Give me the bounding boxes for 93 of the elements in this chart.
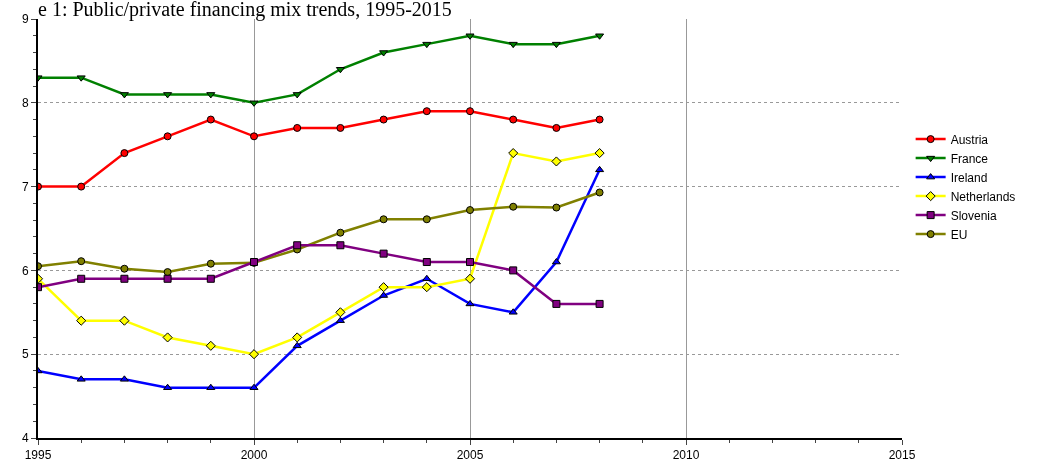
point — [336, 241, 345, 250]
point — [119, 315, 130, 326]
point — [292, 332, 303, 343]
point — [595, 299, 604, 308]
point — [336, 228, 345, 237]
point — [551, 258, 561, 265]
point — [552, 299, 561, 308]
point — [551, 41, 561, 49]
point — [206, 92, 216, 99]
point — [163, 92, 173, 99]
point — [292, 92, 302, 99]
point — [509, 266, 518, 275]
point — [76, 375, 86, 382]
point — [77, 257, 86, 266]
y-tick-label: 8 — [21, 96, 29, 110]
point — [379, 50, 389, 57]
point — [379, 215, 388, 224]
point — [293, 241, 302, 250]
point — [163, 268, 172, 277]
point — [292, 341, 302, 349]
point — [422, 258, 431, 267]
point — [421, 282, 432, 293]
point — [466, 107, 474, 116]
point — [509, 115, 518, 124]
point — [466, 258, 474, 267]
point — [552, 123, 561, 132]
point — [120, 274, 129, 283]
point — [379, 291, 389, 298]
point — [163, 274, 172, 283]
point — [249, 383, 259, 390]
point — [335, 316, 345, 323]
point — [77, 182, 86, 191]
point — [594, 148, 605, 159]
legend-label: EU — [950, 227, 968, 242]
point — [163, 132, 172, 141]
point — [508, 148, 519, 159]
point — [206, 115, 215, 124]
point — [551, 156, 562, 167]
point — [335, 67, 345, 74]
x-tick-label: 2005 — [456, 448, 484, 463]
point — [249, 100, 259, 107]
y-tick-label: 6 — [21, 263, 29, 278]
point — [76, 75, 86, 82]
legend-label: France — [950, 151, 989, 166]
y-tick-label: 4 — [21, 431, 29, 446]
point — [379, 249, 388, 258]
point — [293, 123, 302, 132]
point — [205, 340, 216, 351]
point — [206, 274, 215, 283]
legend-label: Ireland — [950, 170, 988, 185]
point — [552, 203, 561, 212]
chart-title: e 1: Public/private financing mix trends, 1995-2015 — [38, 0, 452, 22]
y-tick-label: 5 — [21, 347, 29, 362]
point — [509, 202, 518, 211]
point — [163, 383, 173, 390]
point — [508, 41, 518, 49]
point — [77, 274, 86, 283]
point — [422, 215, 431, 224]
point — [120, 149, 129, 158]
point — [379, 115, 388, 124]
point — [120, 264, 129, 273]
x-tick-label: 2015 — [888, 448, 916, 463]
point — [465, 299, 475, 307]
point — [595, 165, 605, 173]
point — [595, 33, 605, 40]
y-tick-label: 7 — [21, 179, 29, 194]
point — [206, 259, 215, 268]
point — [422, 41, 432, 49]
point — [508, 308, 518, 315]
x-tick-label: 2010 — [672, 448, 700, 463]
point — [206, 383, 216, 390]
point — [595, 115, 604, 124]
legend-label: Slovenia — [950, 208, 997, 223]
point — [466, 206, 474, 215]
point — [378, 282, 389, 293]
point — [464, 273, 476, 284]
point — [119, 375, 129, 382]
legend-label: Netherlands — [950, 189, 1016, 204]
point — [422, 107, 431, 116]
point — [76, 315, 87, 326]
x-tick-label: 2000 — [240, 448, 268, 463]
point — [119, 92, 129, 99]
point — [162, 332, 173, 343]
point — [422, 274, 432, 282]
point — [250, 132, 258, 141]
point — [336, 123, 345, 132]
y-tick-label: 9 — [21, 12, 29, 27]
point — [248, 349, 260, 360]
point — [335, 307, 346, 318]
x-tick-label: 1995 — [24, 448, 52, 463]
point — [465, 33, 475, 40]
legend-label: Austria — [950, 132, 989, 147]
point — [595, 188, 604, 197]
